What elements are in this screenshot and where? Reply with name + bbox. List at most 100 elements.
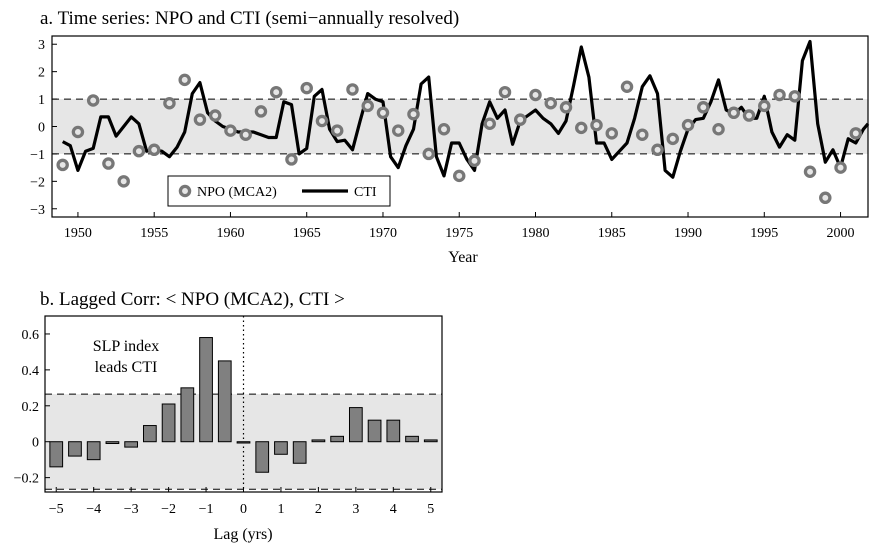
bar-lag-0 xyxy=(236,441,251,444)
xtick-label-b-9: 4 xyxy=(390,502,397,517)
xtick-label-a-3: 1965 xyxy=(293,226,321,241)
legend-marker-npo xyxy=(178,184,192,198)
legend-label-cti: CTI xyxy=(354,185,377,200)
npo-point-1999 xyxy=(819,191,832,205)
bar-lag--4 xyxy=(86,441,101,461)
bar-lag--3 xyxy=(124,441,139,448)
xtick-label-b-4: −1 xyxy=(199,502,214,517)
ytick-label-b-3: 0.4 xyxy=(22,364,40,379)
npo-point-1993 xyxy=(727,106,741,120)
npo-point-1974 xyxy=(437,122,451,136)
ytick-label-b-1: 0 xyxy=(32,436,39,451)
bar-lag-1 xyxy=(274,441,288,455)
legend-box xyxy=(167,175,391,207)
npo-point-1984 xyxy=(590,118,603,132)
npo-point-1955 xyxy=(147,143,161,157)
npo-point-1950 xyxy=(71,125,85,139)
ytick-label-b-2: 0.2 xyxy=(22,400,40,415)
npo-point-1961 xyxy=(239,128,252,141)
xtick-label-a-4: 1970 xyxy=(369,226,397,241)
xtick-label-a-1: 1955 xyxy=(140,226,168,241)
xtick-label-a-5: 1975 xyxy=(445,226,473,241)
xtick-label-b-10: 5 xyxy=(427,502,434,517)
npo-point-1949 xyxy=(56,158,69,172)
ytick-label-a-5: 2 xyxy=(38,66,45,81)
ytick-label-a-6: 3 xyxy=(38,38,45,53)
bar-lag-2 xyxy=(311,439,326,443)
xtick-label-a-8: 1990 xyxy=(674,226,702,241)
panel-a-plot: −3 −2 −1 0 1 2 3 1950 1955 1960 1965 1970 1975 1980 19… xyxy=(30,35,870,241)
npo-point-1965 xyxy=(300,81,313,95)
npo-point-1962 xyxy=(254,105,268,118)
npo-point-2001 xyxy=(849,127,863,140)
panel-a-title: a. Time series: NPO and CTI (semi−annual… xyxy=(40,8,459,29)
npo-point-1972 xyxy=(407,107,420,121)
npo-point-1971 xyxy=(391,124,405,137)
npo-point-1951 xyxy=(86,94,100,107)
ytick-label-a-0: −3 xyxy=(30,203,45,218)
bar-lag--5 xyxy=(49,441,64,468)
npo-point-1992 xyxy=(712,122,725,136)
ytick-label-b-0: −0.2 xyxy=(14,472,39,487)
bar-lag-1.5 xyxy=(292,441,307,464)
xtick-label-a-2: 1960 xyxy=(216,226,244,241)
npo-point-1985 xyxy=(605,127,619,140)
npo-point-1994 xyxy=(742,109,756,122)
bar-lag-4 xyxy=(386,419,401,443)
npo-point-1959 xyxy=(208,109,222,122)
npo-point-1954 xyxy=(132,144,146,158)
npo-point-1953 xyxy=(117,175,130,188)
xtick-label-a-0: 1950 xyxy=(64,226,92,241)
xtick-label-b-5: 0 xyxy=(240,502,247,517)
ytick-label-a-4: 1 xyxy=(38,93,45,108)
xtick-label-a-6: 1980 xyxy=(521,226,549,241)
panel-b-plot: −0.2 0 0.2 0.4 0.6 −5 −4 −3 −2 −1 0 1 2 3 4 5 xyxy=(14,315,443,517)
npo-point-1983 xyxy=(575,121,588,135)
bar-lag--0.5 xyxy=(217,360,232,443)
bar-lag--2.5 xyxy=(143,425,157,443)
legend-label-npo: NPO (MCA2) xyxy=(197,185,277,200)
panel-b-xlabel: Lag (yrs) xyxy=(213,526,272,543)
bar-lag-3.5 xyxy=(367,419,382,443)
npo-point-1973 xyxy=(422,147,435,161)
ytick-label-a-1: −2 xyxy=(30,175,45,190)
npo-point-1997 xyxy=(788,90,802,103)
npo-point-2000 xyxy=(834,161,847,174)
npo-point-1978 xyxy=(498,85,512,99)
xtick-label-a-10: 2000 xyxy=(827,226,855,241)
bar-lag--2 xyxy=(161,403,176,443)
xtick-label-a-7: 1985 xyxy=(598,226,626,241)
panel-a-legend: NPO (MCA2) CTI xyxy=(167,175,391,207)
npo-point-1967 xyxy=(330,124,344,137)
npo-point-1976 xyxy=(468,154,481,168)
xtick-label-b-2: −3 xyxy=(124,502,139,517)
xtick-label-b-1: −4 xyxy=(86,502,101,517)
xtick-label-b-3: −2 xyxy=(161,502,176,517)
bar-lag--1 xyxy=(199,337,213,443)
npo-point-1960 xyxy=(224,124,237,137)
npo-point-1966 xyxy=(315,114,329,128)
bar-lag-2.5 xyxy=(330,435,344,443)
npo-point-1988 xyxy=(651,143,664,157)
npo-point-1996 xyxy=(773,88,786,102)
bar-lag--3.5 xyxy=(105,441,120,445)
xtick-label-b-8: 3 xyxy=(352,502,359,517)
npo-point-1995 xyxy=(758,99,771,113)
xtick-label-b-7: 2 xyxy=(315,502,322,517)
ytick-label-a-2: −1 xyxy=(30,148,45,163)
npo-point-1969 xyxy=(361,99,374,113)
panel-b-title: b. Lagged Corr: < NPO (MCA2), CTI > xyxy=(40,289,345,310)
npo-point-1981 xyxy=(544,96,558,110)
npo-point-1998 xyxy=(803,165,817,178)
xtick-label-b-0: −5 xyxy=(49,502,64,517)
npo-point-1968 xyxy=(346,83,359,96)
ytick-label-a-3: 0 xyxy=(38,121,45,136)
npo-point-1970 xyxy=(376,106,390,120)
npo-point-1986 xyxy=(620,80,634,93)
npo-point-1958 xyxy=(193,113,207,126)
bar-lag-5 xyxy=(423,439,438,443)
npo-point-1957 xyxy=(178,73,191,87)
bar-lag-4.5 xyxy=(405,435,419,443)
npo-point-1990 xyxy=(681,118,695,132)
